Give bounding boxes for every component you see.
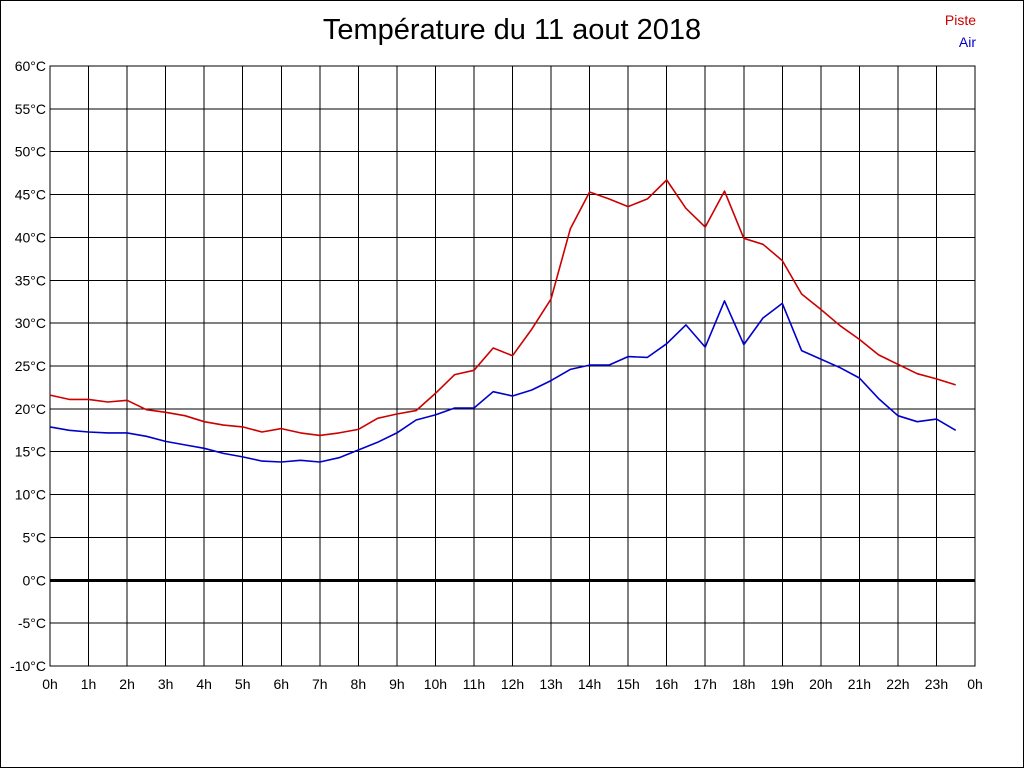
x-tick-label: 8h (351, 676, 367, 692)
x-tick-label: 13h (539, 676, 562, 692)
x-tick-label: 10h (424, 676, 447, 692)
series-lines (49, 179, 957, 463)
y-tick-label: 0°C (23, 572, 47, 588)
grid (49, 65, 976, 667)
x-tick-label: 11h (463, 676, 485, 692)
x-tick-label: 23h (925, 676, 948, 692)
x-tick-label: 9h (389, 676, 405, 692)
x-tick-label: 2h (119, 676, 135, 692)
y-tick-label: 40°C (15, 229, 46, 245)
y-tick-label: 20°C (15, 401, 46, 417)
x-tick-label: 16h (655, 676, 678, 692)
x-tick-label: 18h (732, 676, 755, 692)
x-tick-label: 1h (81, 676, 97, 692)
y-tick-label: 5°C (23, 529, 47, 545)
x-tick-label: 17h (694, 676, 717, 692)
x-tick-label: 22h (886, 676, 909, 692)
x-tick-label: 14h (578, 676, 601, 692)
y-tick-label: 50°C (15, 144, 46, 160)
legend-item-piste: Piste (944, 12, 976, 28)
y-axis-labels: 60°C 55°C 50°C 45°C 40°C 35°C 30°C 25°C 20°C 15°C… (10, 58, 46, 674)
series-line-air (49, 300, 957, 463)
chart-title: Température du 11 aout 2018 (322, 14, 702, 46)
x-tick-label: 12h (501, 676, 524, 692)
legend-item-air: Air (958, 34, 976, 50)
y-tick-label: 55°C (15, 101, 46, 117)
plot-border (49, 65, 976, 667)
x-tick-label: 0h (42, 676, 58, 692)
y-tick-label: -5°C (18, 615, 46, 631)
y-tick-label: 35°C (15, 272, 46, 288)
x-tick-label: 4h (196, 676, 212, 692)
y-tick-label: 30°C (15, 315, 46, 331)
series-line-piste (49, 179, 956, 437)
x-tick-label: 3h (158, 676, 174, 692)
x-tick-label: 21h (848, 676, 871, 692)
y-tick-label: 25°C (15, 358, 46, 374)
y-tick-label: 45°C (15, 187, 46, 203)
x-tick-label: 7h (312, 676, 328, 692)
y-tick-label: -10°C (10, 658, 46, 674)
x-tick-label: 0h (967, 676, 983, 692)
x-tick-label: 20h (809, 676, 832, 692)
x-axis-labels: 0h 1h 2h 3h 4h 5h 6h 7h 8h 9h 10h 11h 12h 13h 14h 15h 16… (42, 676, 983, 692)
x-tick-label: 19h (771, 676, 794, 692)
x-tick-label: 6h (273, 676, 289, 692)
x-tick-label: 5h (235, 676, 251, 692)
y-tick-label: 10°C (15, 487, 46, 503)
y-tick-label: 15°C (15, 444, 46, 460)
x-tick-label: 15h (616, 676, 639, 692)
y-tick-label: 60°C (15, 58, 46, 74)
